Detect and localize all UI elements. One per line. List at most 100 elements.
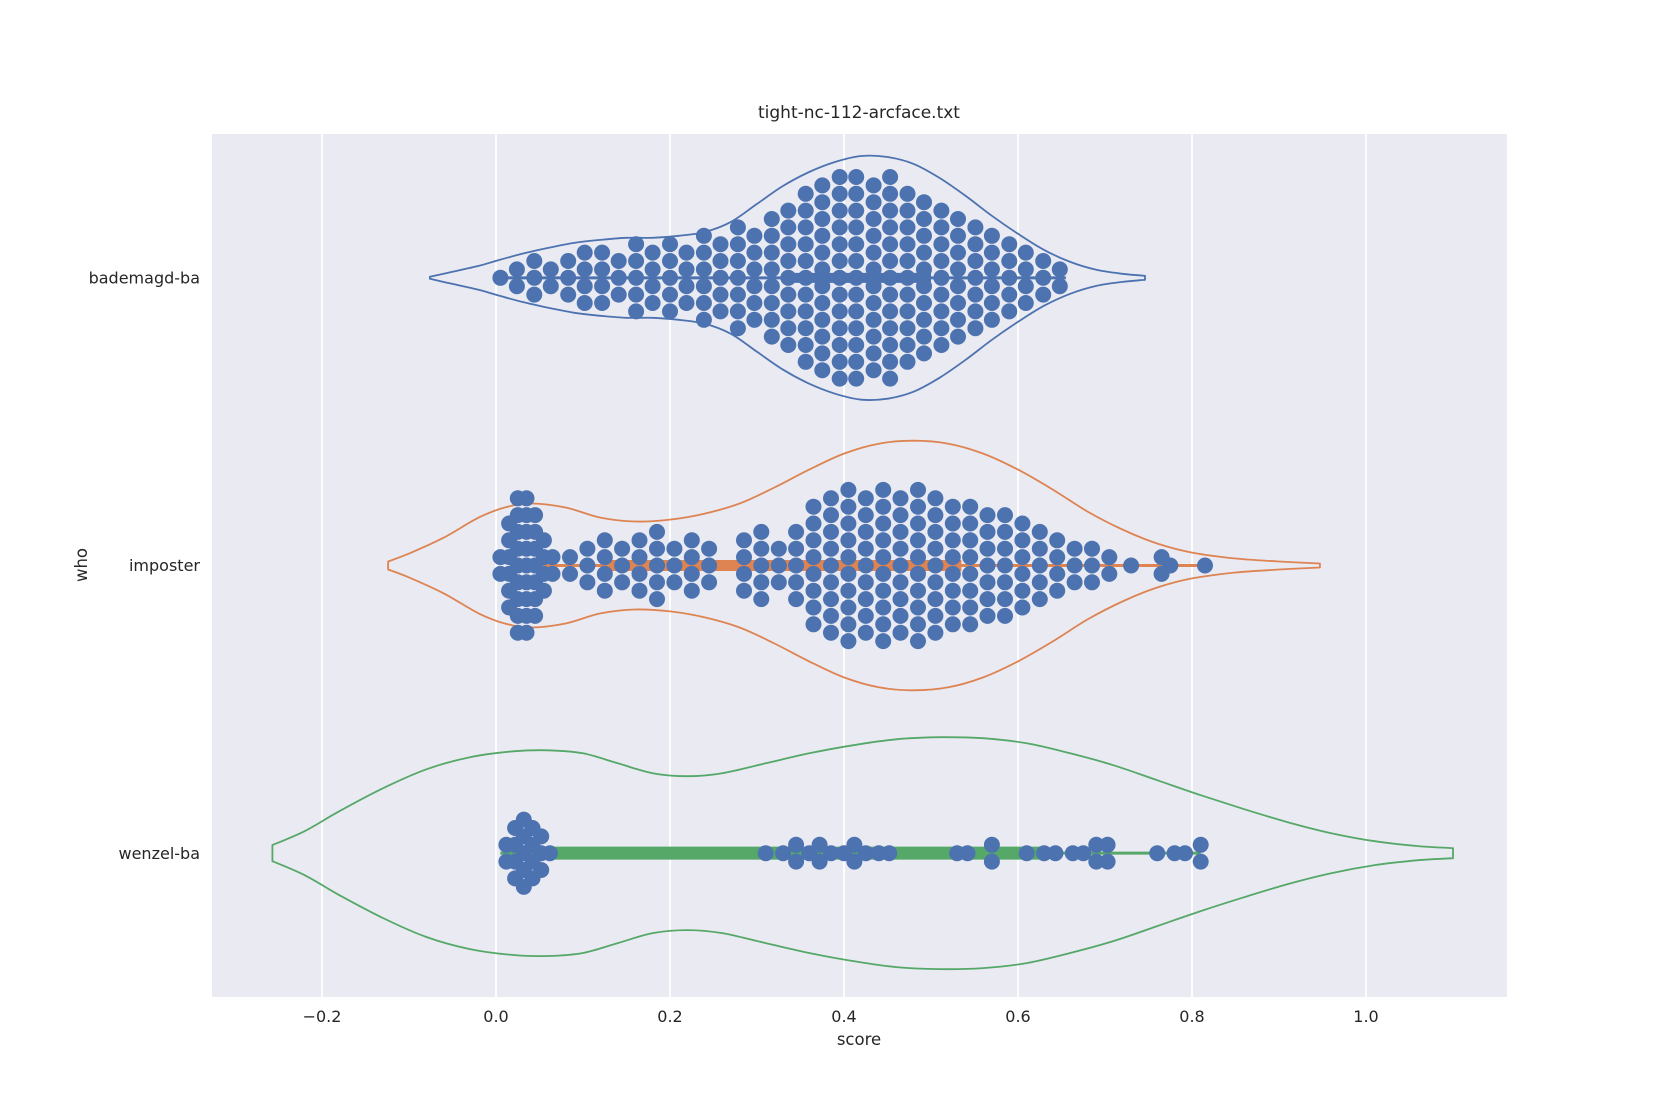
swarm-point (594, 278, 611, 295)
swarm-point (865, 227, 882, 244)
swarm-point (746, 278, 763, 295)
swarm-point (533, 828, 550, 845)
swarm-point (805, 532, 822, 549)
swarm-point (840, 515, 857, 532)
swarm-point (797, 337, 814, 353)
swarm-point (962, 565, 979, 582)
swarm-point (823, 607, 839, 624)
swarm-point (562, 549, 578, 566)
swarm-point (805, 582, 822, 599)
swarm-point (910, 515, 926, 532)
swarm-point (662, 269, 678, 286)
violin-outline (429, 154, 1146, 401)
swarm-point (805, 565, 822, 582)
swarm-point (1036, 845, 1053, 862)
swarm-point (840, 498, 857, 515)
swarm-point (666, 540, 683, 557)
swarm-point (542, 278, 559, 295)
swarm-point (1014, 515, 1031, 532)
swarm-point (757, 845, 774, 862)
swarm-point (899, 236, 916, 253)
swarm-point (1035, 286, 1052, 303)
swarm-point (962, 549, 979, 566)
swarm-point (695, 278, 712, 295)
swarm-point (701, 574, 718, 591)
swarm-point (780, 286, 797, 303)
swarm-point (857, 607, 874, 624)
swarm-point (729, 320, 746, 337)
swarm-point (848, 370, 865, 387)
swarm-point (840, 616, 857, 633)
swarm-point (1066, 574, 1083, 591)
swarm-point (823, 591, 839, 608)
swarm-point (644, 244, 661, 261)
swarm-point (797, 236, 814, 253)
swarm-point (875, 599, 892, 616)
swarm-point (814, 261, 831, 278)
swarm-point (840, 633, 857, 650)
swarm-point (1014, 565, 1031, 582)
swarm-point (695, 227, 712, 244)
swarm-point (628, 253, 645, 269)
swarm-point (848, 303, 865, 320)
swarm-point (1014, 599, 1031, 616)
swarm-point (576, 261, 593, 278)
swarm-point (508, 278, 525, 295)
swarm-point (899, 219, 916, 236)
swarm-point (797, 303, 814, 320)
swarm-point (823, 523, 839, 540)
swarm-point (579, 574, 596, 591)
swarm-point (933, 320, 950, 337)
swarm-point (541, 845, 558, 862)
swarm-point (899, 353, 916, 370)
swarm-point (770, 557, 787, 574)
swarm-point (780, 253, 797, 269)
swarm-point (526, 269, 543, 286)
swarm-point (882, 253, 899, 269)
swarm-point (857, 507, 874, 524)
swarm-point (701, 557, 718, 574)
swarm-point (1049, 565, 1066, 582)
swarm-point (882, 337, 899, 353)
swarm-point (967, 303, 984, 320)
swarm-point (1014, 532, 1031, 549)
swarm-point (712, 303, 729, 320)
swarm-point (662, 286, 678, 303)
swarm-point (1049, 582, 1066, 599)
swarm-point (729, 286, 746, 303)
swarm-point (1014, 582, 1031, 599)
swarm-point (983, 836, 1000, 853)
swarm-point (927, 540, 944, 557)
swarm-point (831, 169, 848, 185)
swarm-point (933, 286, 950, 303)
swarm-point (882, 303, 899, 320)
swarm-point (797, 353, 814, 370)
swarm-point (712, 236, 729, 253)
swarm-point (1149, 845, 1166, 862)
x-tick-label: 0.0 (483, 1007, 508, 1026)
swarm-point (1192, 853, 1209, 870)
swarm-point (576, 295, 593, 311)
swarm-point (753, 557, 770, 574)
swarm-point (1049, 549, 1066, 566)
swarm-point (1001, 286, 1018, 303)
swarm-point (631, 582, 648, 599)
swarm-point (596, 549, 613, 566)
swarm-point (518, 490, 535, 507)
swarm-point (899, 320, 916, 337)
swarm-point (780, 202, 797, 219)
swarm-point (967, 219, 984, 236)
swarm-point (983, 311, 1000, 328)
swarm-point (628, 303, 645, 320)
swarm-point (899, 202, 916, 219)
swarm-point (736, 582, 752, 599)
swarm-point (811, 853, 828, 870)
swarm-point (962, 532, 979, 549)
swarm-point (1017, 261, 1034, 278)
swarm-point (892, 507, 909, 524)
swarm-point (831, 269, 848, 286)
swarm-point (892, 540, 909, 557)
swarm-point (997, 607, 1013, 624)
swarm-point (788, 574, 805, 591)
swarm-point (882, 169, 899, 185)
